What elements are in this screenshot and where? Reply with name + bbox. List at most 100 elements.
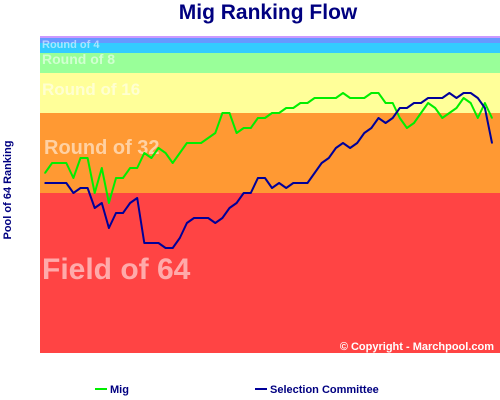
data-point-mig — [115, 177, 117, 179]
data-point-mig — [356, 97, 359, 99]
data-point-mig — [455, 107, 458, 109]
data-point-selection-committee — [363, 132, 366, 134]
data-point-selection-committee — [285, 187, 288, 189]
data-point-mig — [448, 112, 451, 114]
data-point-mig — [292, 107, 295, 109]
data-point-mig — [179, 152, 181, 154]
data-point-selection-committee — [264, 177, 266, 179]
data-point-mig — [285, 107, 288, 109]
data-point-selection-committee — [86, 187, 89, 189]
data-point-mig — [384, 102, 387, 104]
data-point-selection-committee — [299, 182, 302, 184]
data-point-selection-committee — [235, 202, 238, 204]
data-point-selection-committee — [143, 242, 146, 244]
band-label-round-of-8: Round of 8 — [42, 51, 115, 67]
band-round-of-32 — [40, 113, 500, 193]
data-point-mig — [122, 177, 124, 179]
data-point-mig — [420, 112, 422, 114]
data-point-mig — [271, 112, 273, 114]
data-point-selection-committee — [349, 147, 351, 149]
data-point-mig — [313, 97, 316, 99]
data-point-selection-committee — [136, 197, 138, 199]
data-point-selection-committee — [399, 107, 401, 109]
data-point-selection-committee — [469, 92, 472, 94]
y-axis-label: Pool of 64 Ranking — [2, 140, 14, 239]
data-point-mig — [221, 112, 224, 114]
data-point-mig — [93, 192, 96, 194]
data-point-selection-committee — [391, 117, 394, 119]
data-point-selection-committee — [157, 242, 160, 244]
data-point-mig — [250, 127, 252, 129]
data-point-mig — [44, 172, 46, 174]
data-point-selection-committee — [384, 122, 387, 124]
data-point-selection-committee — [51, 182, 53, 184]
data-point-mig — [427, 102, 429, 104]
data-point-mig — [51, 162, 53, 164]
data-point-mig — [477, 117, 479, 119]
data-point-mig — [342, 92, 344, 94]
data-point-selection-committee — [193, 217, 195, 219]
band-top-5 — [40, 38, 500, 43]
data-point-selection-committee — [115, 212, 117, 214]
data-point-selection-committee — [228, 207, 231, 209]
data-point-mig — [143, 152, 146, 154]
data-point-mig — [235, 132, 238, 134]
data-point-selection-committee — [427, 97, 429, 99]
data-point-mig — [129, 167, 131, 169]
copyright-text: © Copyright - Marchpool.com — [340, 341, 494, 353]
data-point-mig — [257, 117, 259, 119]
data-point-mig — [406, 127, 408, 129]
data-point-selection-committee — [320, 162, 323, 164]
data-point-selection-committee — [313, 172, 316, 174]
data-point-selection-committee — [150, 242, 153, 244]
data-point-selection-committee — [108, 227, 110, 229]
data-point-selection-committee — [484, 107, 486, 109]
data-point-selection-committee — [420, 102, 422, 104]
data-point-selection-committee — [370, 127, 373, 129]
data-point-mig — [462, 97, 465, 99]
data-point-mig — [86, 157, 89, 159]
band-round-of-4 — [40, 43, 500, 53]
data-point-selection-committee — [356, 142, 359, 144]
data-point-mig — [186, 142, 188, 144]
data-point-selection-committee — [406, 107, 408, 109]
data-point-selection-committee — [306, 182, 309, 184]
data-point-selection-committee — [93, 207, 96, 209]
data-point-mig — [349, 97, 351, 99]
data-point-mig — [242, 127, 245, 129]
data-point-mig — [399, 117, 401, 119]
band-label-round-of-4: Round of 4 — [42, 39, 100, 51]
data-point-mig — [413, 122, 415, 124]
data-point-mig — [484, 102, 486, 104]
data-point-selection-committee — [179, 237, 181, 239]
data-point-selection-committee — [186, 222, 188, 224]
data-point-mig — [228, 112, 231, 114]
data-point-mig — [441, 117, 444, 119]
data-point-selection-committee — [271, 187, 273, 189]
data-point-selection-committee — [257, 177, 259, 179]
data-point-selection-committee — [250, 192, 252, 194]
data-point-mig — [101, 167, 103, 169]
data-point-mig — [136, 167, 138, 169]
data-point-selection-committee — [58, 182, 60, 184]
data-point-selection-committee — [122, 212, 124, 214]
data-point-selection-committee — [328, 157, 330, 159]
data-point-selection-committee — [214, 222, 217, 224]
series-line-mig — [44, 92, 493, 204]
data-point-mig — [320, 97, 323, 99]
data-point-mig — [469, 102, 472, 104]
band-round-of-16 — [40, 73, 500, 113]
data-point-selection-committee — [491, 142, 493, 144]
data-point-selection-committee — [413, 102, 415, 104]
data-point-mig — [434, 107, 437, 109]
data-point-selection-committee — [221, 217, 224, 219]
data-point-selection-committee — [278, 182, 280, 184]
data-point-selection-committee — [44, 182, 46, 184]
ranking-bands — [40, 36, 500, 353]
data-point-selection-committee — [101, 202, 103, 204]
data-point-mig — [200, 142, 202, 144]
data-point-mig — [157, 147, 160, 149]
data-point-selection-committee — [477, 97, 479, 99]
data-point-mig — [72, 177, 75, 179]
